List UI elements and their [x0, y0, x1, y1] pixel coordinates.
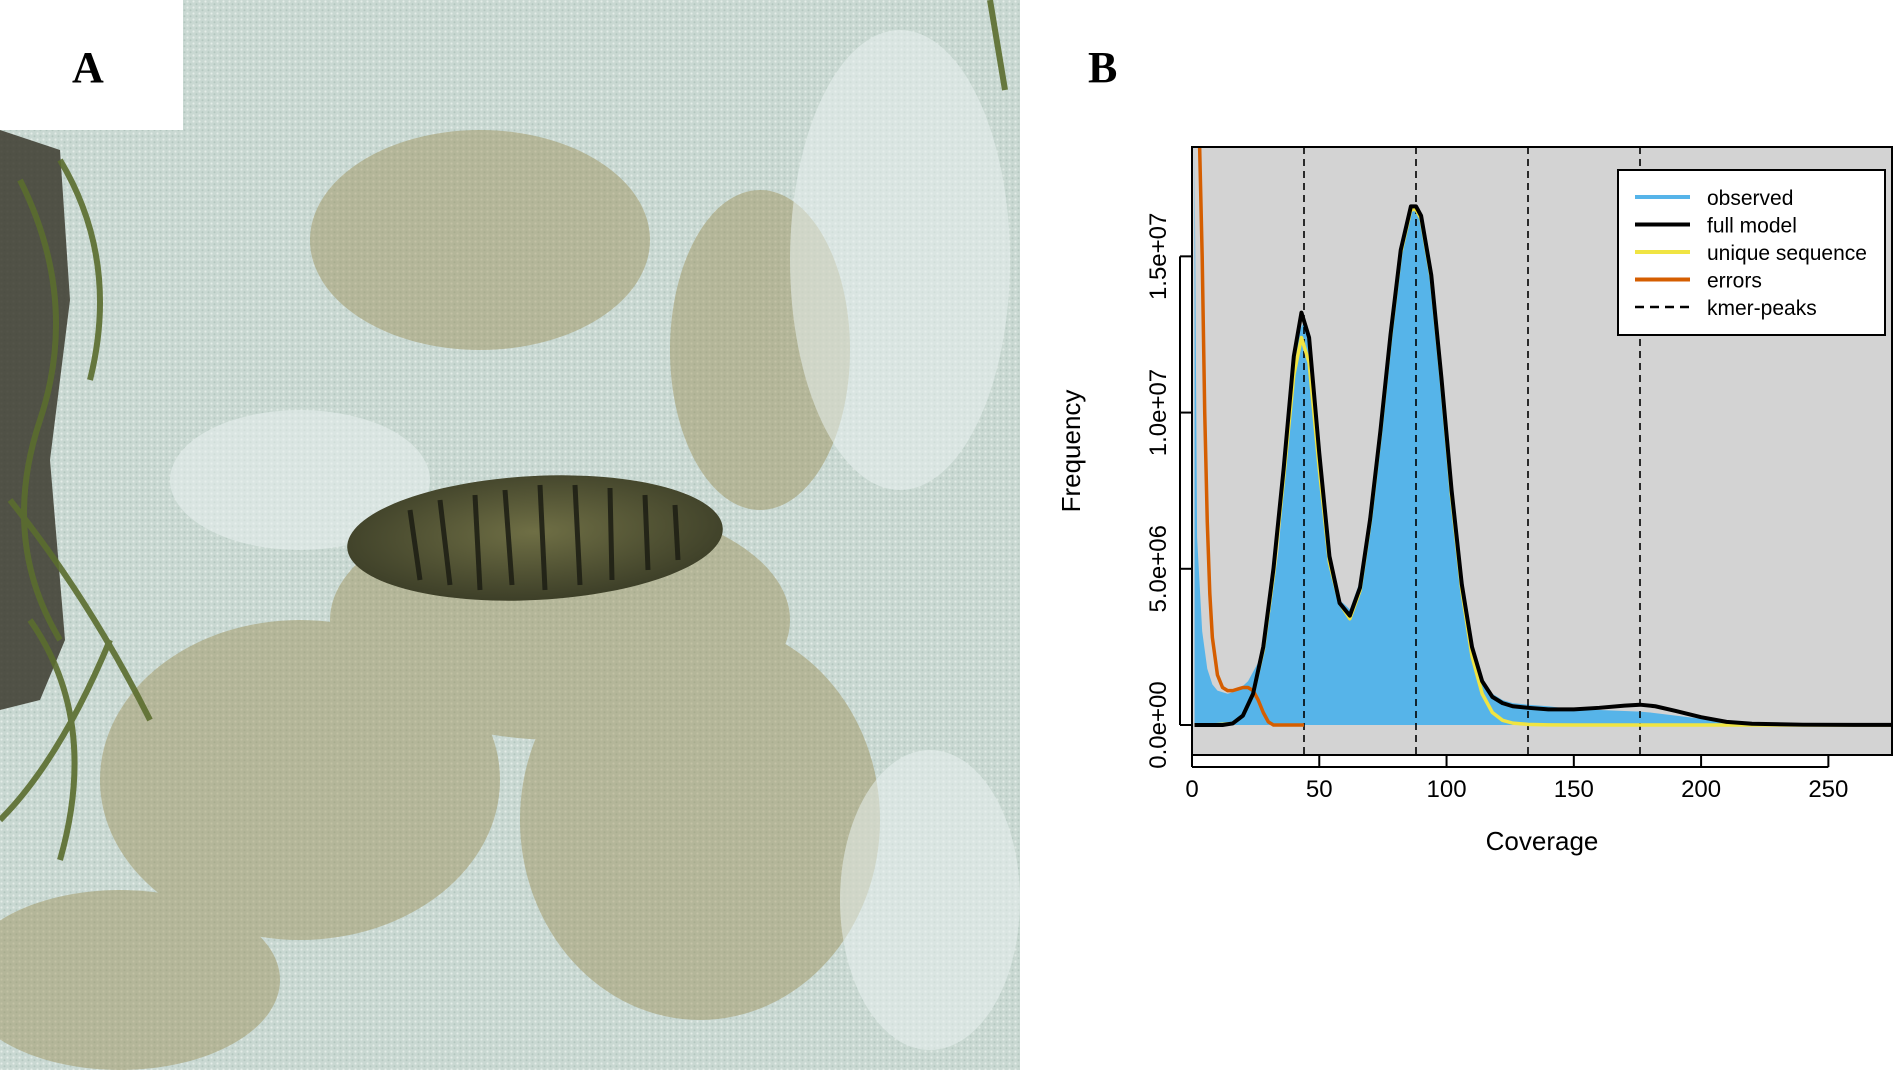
y-tick-label-1: 5.0e+06	[1145, 525, 1172, 612]
chart-svg: 0 50 100 150 200 250 0.0e+00 5.0e+06 1.0e+07 1.5e…	[1056, 146, 1893, 856]
x-tick-label-3: 150	[1554, 776, 1594, 803]
x-axis-label: Coverage	[1486, 826, 1599, 856]
x-tick-label-4: 200	[1681, 776, 1721, 803]
legend: observed full model unique sequence errors k…	[1617, 169, 1886, 336]
legend-label-full-model: full model	[1707, 215, 1797, 238]
panel-b-label: B	[1088, 43, 1118, 92]
series-observed-area	[1194, 147, 1892, 725]
x-tick-label-2: 100	[1427, 776, 1467, 803]
plot-border	[1191, 146, 1893, 756]
series-errors-line	[1197, 147, 1304, 727]
x-tick-label-5: 250	[1808, 776, 1848, 803]
series-full-model-line	[1194, 204, 1892, 727]
photo-illustration	[0, 0, 1020, 1070]
y-tick-label-2: 1.0e+07	[1145, 369, 1172, 456]
panel-a-label-box	[0, 0, 183, 130]
y-tick-label-3: 1.5e+07	[1145, 213, 1172, 300]
sea-cucumber-photo: A	[0, 0, 1020, 1070]
x-tick-label-0: 0	[1185, 776, 1198, 803]
legend-label-unique-sequence: unique sequence	[1707, 242, 1867, 265]
legend-label-kmer-peaks: kmer-peaks	[1707, 297, 1817, 320]
legend-label-errors: errors	[1707, 270, 1762, 293]
x-tick-label-1: 50	[1306, 776, 1333, 803]
kmer-chart: 0 50 100 150 200 250 0.0e+00 5.0e+06 1.0e+07 1.5e…	[1025, 0, 1900, 1070]
legend-label-observed: observed	[1707, 187, 1793, 210]
y-tick-label-0: 0.0e+00	[1145, 681, 1172, 768]
sea-cucumber	[347, 475, 723, 601]
panel-a-label: A	[72, 43, 104, 92]
y-axis-label: Frequency	[1056, 390, 1086, 513]
